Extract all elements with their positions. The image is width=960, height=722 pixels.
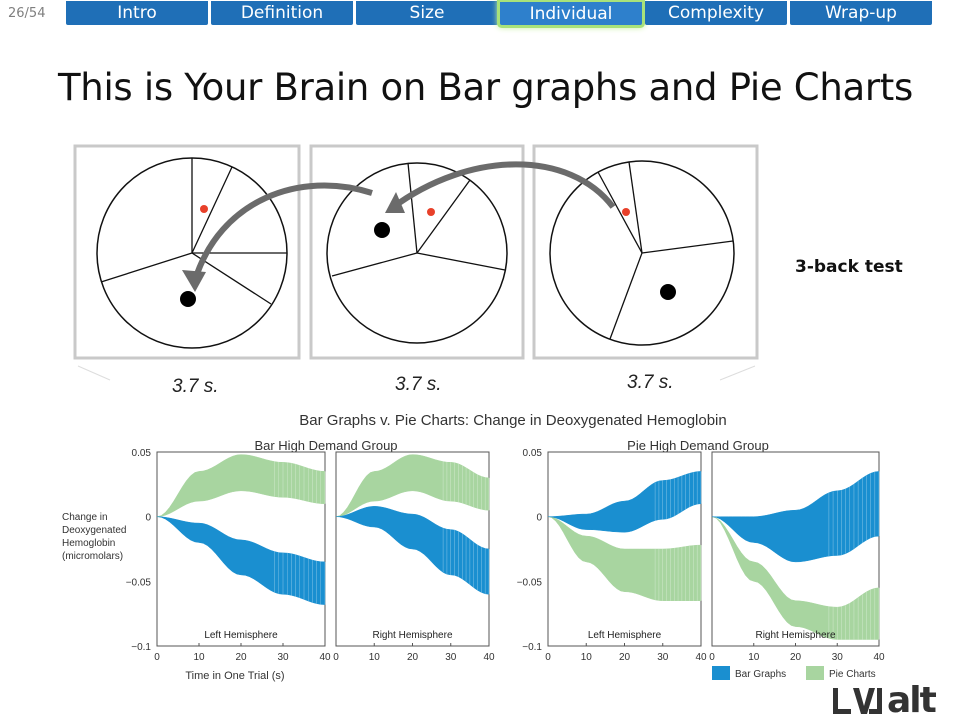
y-axis-title: Change in Deoxygenated Hemoglobin (micro… bbox=[62, 512, 127, 562]
arrow-head bbox=[385, 192, 405, 213]
fixation-dot bbox=[427, 208, 435, 216]
y-tick-label: −0.1 bbox=[522, 642, 542, 653]
x-tick-label: 30 bbox=[657, 652, 669, 663]
x-tick-label: 30 bbox=[832, 652, 844, 663]
x-tick-label: 10 bbox=[369, 652, 381, 663]
section-nav: Intro Definition Size Individual Complex… bbox=[66, 0, 932, 26]
x-tick-label: 30 bbox=[277, 652, 289, 663]
x-tick-label: 10 bbox=[581, 652, 593, 663]
x-tick-label: 30 bbox=[445, 652, 457, 663]
legend-swatch-bar bbox=[712, 666, 730, 680]
ylabel-line: Hemoglobin bbox=[62, 538, 115, 549]
x-tick-label: 40 bbox=[483, 652, 495, 663]
x-tick-label: 0 bbox=[154, 652, 160, 663]
x-tick-label: 0 bbox=[709, 652, 715, 663]
slide-title: This is Your Brain on Bar graphs and Pie… bbox=[58, 66, 913, 109]
tab-size[interactable]: Size bbox=[356, 1, 498, 25]
fixation-dot bbox=[200, 205, 208, 213]
chart-panel: 0 10 20 30 40 Right Hemisphere bbox=[709, 451, 885, 663]
arrow-back-2 bbox=[390, 161, 616, 211]
ylabel-line: (micromolars) bbox=[62, 551, 123, 562]
hemisphere-label: Right Hemisphere bbox=[372, 630, 452, 641]
hemisphere-label: Right Hemisphere bbox=[755, 630, 835, 641]
tab-individual[interactable]: Individual bbox=[500, 2, 642, 25]
target-dot bbox=[660, 284, 676, 300]
x-tick-label: 20 bbox=[235, 652, 247, 663]
ylabel-line: Deoxygenated bbox=[62, 525, 127, 536]
duration-label: 3.7 s. bbox=[172, 376, 218, 397]
perspective-line bbox=[719, 365, 756, 381]
chart-panels: 0 10 20 30 40 0.05 0 −0.05 −0.1 Left Hemisphere 0 1… bbox=[126, 448, 885, 663]
tab-complexity[interactable]: Complexity bbox=[645, 1, 787, 25]
y-tick-label: −0.05 bbox=[126, 577, 152, 588]
chart-panel: 0 10 20 30 40 0.05 0 −0.05 −0.1 Left Hemisphere bbox=[126, 448, 331, 663]
brand-logo: alt bbox=[833, 676, 955, 722]
tab-definition[interactable]: Definition bbox=[211, 1, 353, 25]
group-title: Pie High Demand Group bbox=[627, 438, 769, 453]
y-tick-label: −0.1 bbox=[131, 642, 151, 653]
legend-label: Bar Graphs bbox=[735, 669, 786, 680]
x-tick-label: 40 bbox=[873, 652, 885, 663]
x-tick-label: 0 bbox=[545, 652, 551, 663]
fixation-dot bbox=[622, 208, 630, 216]
x-axis-title: Time in One Trial (s) bbox=[185, 670, 284, 682]
x-tick-label: 0 bbox=[333, 652, 339, 663]
pie-stimulus-1 bbox=[96, 157, 288, 349]
arrow-back-1 bbox=[192, 182, 373, 281]
x-tick-label: 20 bbox=[790, 652, 802, 663]
x-tick-label: 10 bbox=[748, 652, 760, 663]
duration-label: 3.7 s. bbox=[627, 372, 673, 393]
pie-stimulus-3 bbox=[549, 160, 735, 346]
pie-stimulus-2 bbox=[326, 162, 508, 344]
x-tick-label: 40 bbox=[319, 652, 331, 663]
arrow-head bbox=[182, 270, 206, 292]
chart-legend: Bar Graphs Pie Charts bbox=[712, 666, 876, 680]
x-tick-label: 40 bbox=[695, 652, 707, 663]
y-tick-label: 0 bbox=[536, 513, 542, 524]
legend-label: Pie Charts bbox=[829, 669, 876, 680]
y-tick-label: 0.05 bbox=[132, 448, 152, 459]
y-tick-label: 0.05 bbox=[523, 448, 543, 459]
ylabel-line: Change in bbox=[62, 512, 108, 523]
page-counter: 26/54 bbox=[8, 6, 46, 21]
hemisphere-label: Left Hemisphere bbox=[588, 630, 662, 641]
duration-label: 3.7 s. bbox=[395, 374, 441, 395]
tab-intro[interactable]: Intro bbox=[66, 1, 208, 25]
x-tick-label: 20 bbox=[619, 652, 631, 663]
svg-text:alt: alt bbox=[887, 680, 937, 716]
y-tick-label: −0.05 bbox=[517, 577, 543, 588]
y-tick-label: 0 bbox=[145, 513, 151, 524]
x-tick-label: 20 bbox=[407, 652, 419, 663]
target-dot bbox=[374, 222, 390, 238]
perspective-line bbox=[77, 365, 111, 381]
three-back-label: 3-back test bbox=[795, 257, 903, 277]
tab-wrap-up[interactable]: Wrap-up bbox=[790, 1, 932, 25]
chart-panel: 0 10 20 30 40 Right Hemisphere bbox=[333, 451, 495, 663]
hemisphere-label: Left Hemisphere bbox=[204, 630, 278, 641]
three-back-figure bbox=[73, 144, 759, 381]
group-title: Bar High Demand Group bbox=[254, 438, 397, 453]
x-tick-label: 10 bbox=[193, 652, 205, 663]
target-dot bbox=[180, 291, 196, 307]
legend-swatch-pie bbox=[806, 666, 824, 680]
chart-panel: 0 10 20 30 40 0.05 0 −0.05 −0.1 Left Hemisphere bbox=[517, 448, 707, 663]
chart-title: Bar Graphs v. Pie Charts: Change in Deox… bbox=[299, 412, 726, 429]
